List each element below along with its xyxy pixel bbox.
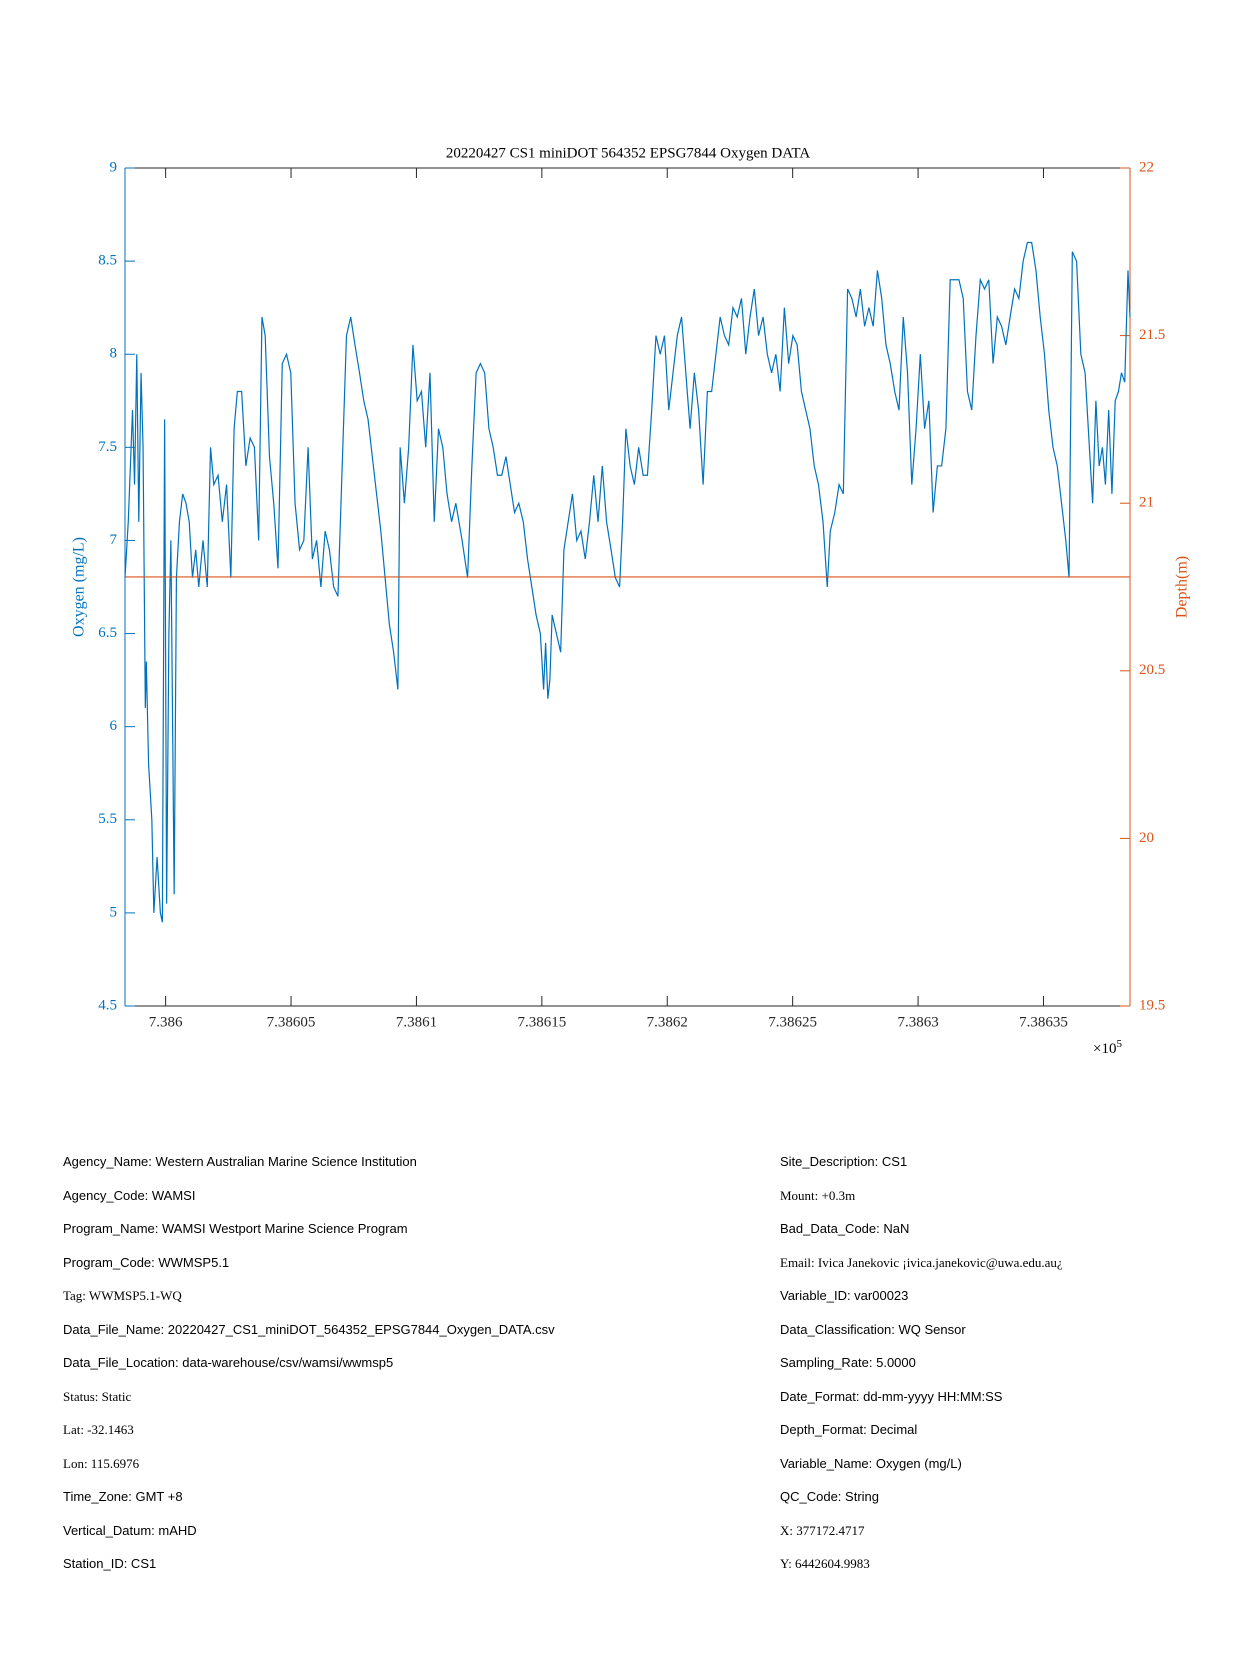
y-tick-label: 9: [110, 159, 118, 175]
y-tick-label: 8.5: [98, 253, 117, 269]
metadata-item: QC_Code: String: [780, 1489, 879, 1504]
x-tick-label: 7.38615: [517, 1014, 566, 1030]
metadata-item: Variable_ID: var00023: [780, 1288, 909, 1303]
metadata-item: Data_File_Name: 20220427_CS1_miniDOT_564…: [63, 1321, 555, 1337]
metadata-item: Tag: WWMSP5.1-WQ: [63, 1288, 182, 1303]
y2-tick-label: 21.5: [1139, 327, 1165, 343]
x-tick-label: 7.386: [149, 1014, 183, 1030]
metadata-item: Depth_Format: Decimal: [780, 1422, 918, 1437]
metadata-item: Variable_Name: Oxygen (mg/L): [780, 1455, 962, 1471]
x-tick-label: 7.38605: [267, 1014, 316, 1030]
y2-axis-label: Depth(m): [1174, 556, 1191, 618]
metadata-item: Mount: +0.3m: [780, 1187, 856, 1203]
y2-tick-label: 22: [1139, 159, 1154, 175]
metadata-item: Date_Format: dd-mm-yyyy HH:MM:SS: [780, 1388, 1003, 1404]
metadata-item: Data_File_Location: data-warehouse/csv/w…: [63, 1355, 394, 1370]
y-tick-label: 8: [110, 346, 118, 362]
chart: 20220427 CS1 miniDOT 564352 EPSG7844 Oxy…: [71, 145, 1191, 1058]
metadata-item: Program_Name: WAMSI Westport Marine Scie…: [63, 1221, 408, 1236]
x-multiplier-power: 5: [1116, 1038, 1122, 1050]
metadata-item: Lat: -32.1463: [63, 1422, 134, 1437]
y-tick-label: 5.5: [98, 811, 117, 827]
x-tick-label: 7.3863: [897, 1014, 938, 1030]
metadata-item: Time_Zone: GMT +8: [63, 1489, 183, 1504]
metadata-item: Agency_Name: Western Australian Marine S…: [63, 1154, 417, 1169]
y-axis-label: Oxygen (mg/L): [71, 537, 88, 637]
x-multiplier-base: ×10: [1093, 1041, 1116, 1057]
y-tick-label: 6: [110, 718, 118, 734]
data-line: [124, 241, 1131, 923]
y2-tick-label: 20: [1139, 830, 1154, 846]
metadata-item: Lon: 115.6976: [63, 1455, 140, 1471]
y-tick-label: 6.5: [98, 625, 117, 641]
x-tick-label: 7.38625: [768, 1014, 817, 1030]
x-multiplier: ×105: [1093, 1038, 1122, 1058]
metadata-item: Bad_Data_Code: NaN: [780, 1221, 910, 1236]
metadata-item: X: 377172.4717: [780, 1522, 865, 1538]
y-tick-label: 5: [110, 904, 118, 920]
metadata-item: Status: Static: [63, 1388, 132, 1404]
metadata-item: Vertical_Datum: mAHD: [63, 1522, 197, 1538]
metadata-item: Station_ID: CS1: [63, 1556, 157, 1571]
metadata-item: Sampling_Rate: 5.0000: [780, 1355, 916, 1370]
metadata-item: Y: 6442604.9983: [780, 1556, 870, 1571]
metadata-item: Data_Classification: WQ Sensor: [780, 1321, 966, 1337]
metadata-item: Site_Description: CS1: [780, 1154, 908, 1169]
y-tick-label: 7.5: [98, 439, 117, 455]
x-tick-label: 7.3862: [647, 1014, 688, 1030]
chart-title: 20220427 CS1 miniDOT 564352 EPSG7844 Oxy…: [446, 145, 811, 161]
y-tick-label: 7: [110, 532, 118, 548]
y2-tick-label: 19.5: [1139, 997, 1165, 1013]
metadata-item: Agency_Code: WAMSI: [63, 1187, 196, 1203]
y2-tick-label: 20.5: [1139, 662, 1165, 678]
x-tick-label: 7.3861: [396, 1014, 437, 1030]
y2-tick-label: 21: [1139, 495, 1154, 511]
x-tick-label: 7.38635: [1019, 1014, 1068, 1030]
y-tick-label: 4.5: [98, 997, 117, 1013]
metadata-item: Program_Code: WWMSP5.1: [63, 1254, 230, 1270]
metadata-item: Email: Ivica Janekovic ¡ivica.janekovic@…: [780, 1254, 1063, 1270]
